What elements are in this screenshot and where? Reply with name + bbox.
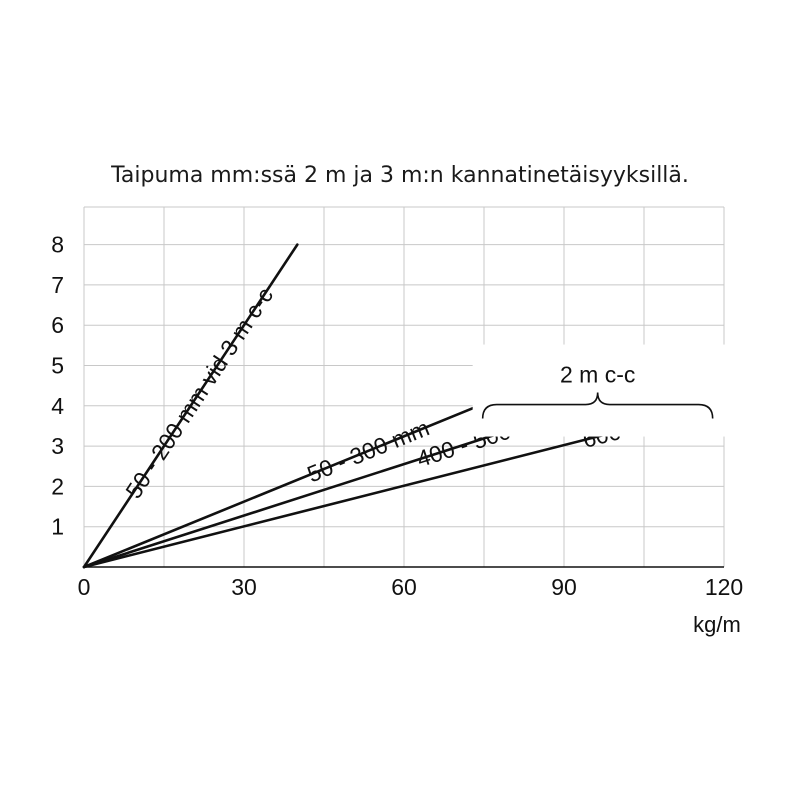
y-tick-label: 3 (51, 433, 64, 459)
y-tick-label: 8 (51, 232, 64, 258)
annotation-brace (481, 392, 714, 419)
y-tick-label: 7 (51, 272, 64, 298)
x-tick-label: 120 (705, 574, 743, 600)
annotation: 2 m c-c (472, 344, 727, 437)
x-axis-unit-label: kg/m (693, 612, 741, 637)
annotation-label: 2 m c-c (560, 362, 635, 388)
y-tick-label: 1 (51, 514, 64, 540)
tick-labels: 0 30 60 90 120 1 2 3 4 5 6 7 8 (51, 232, 743, 600)
axes (83, 207, 724, 568)
y-tick-label: 6 (51, 312, 64, 338)
y-tick-label: 4 (51, 393, 64, 419)
x-tick-label: 0 (78, 574, 91, 600)
series-line-1 (82, 243, 299, 569)
chart-title: Taipuma mm:ssä 2 m ja 3 m:n kannatinetäi… (110, 163, 689, 188)
annotation-background (472, 344, 727, 437)
x-tick-label: 30 (231, 574, 257, 600)
series-line-2 (82, 404, 480, 569)
y-tick-label: 5 (51, 353, 64, 379)
y-tick-label: 2 (51, 473, 64, 499)
x-tick-label: 90 (551, 574, 577, 600)
series-label-1: 50 - 200 mm vid 3 m c-c (120, 283, 278, 503)
x-tick-label: 60 (391, 574, 417, 600)
